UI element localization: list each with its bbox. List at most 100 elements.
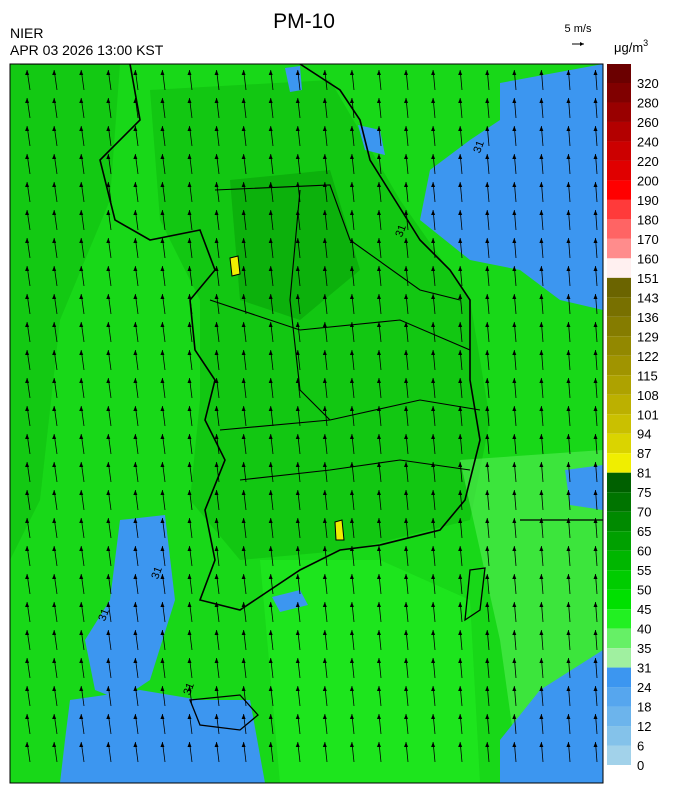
wind-arrow-head (241, 154, 246, 159)
wind-arrow-head (241, 294, 246, 299)
wind-arrow-head (593, 630, 598, 635)
wind-arrow-head (431, 322, 436, 327)
wind-arrow-head (349, 490, 354, 495)
wind-arrow-head (133, 686, 138, 691)
wind-arrow-head (404, 70, 409, 75)
wind-arrow-head (160, 378, 165, 383)
wind-arrow-head (25, 70, 30, 75)
wind-arrow-head (106, 126, 111, 131)
wind-arrow-head (106, 350, 111, 355)
colorbar-label: 40 (637, 622, 651, 637)
wind-arrow-head (241, 686, 246, 691)
wind-arrow-head (52, 490, 57, 495)
wind-arrow-head (458, 378, 463, 383)
wind-arrow-head (241, 182, 246, 187)
wind-arrow-head (214, 490, 219, 495)
wind-arrow-head (133, 658, 138, 663)
colorbar-label: 6 (637, 739, 644, 754)
wind-arrow-head (566, 322, 571, 327)
wind-arrow-head (539, 686, 544, 691)
wind-arrow-head (404, 98, 409, 103)
wind-arrow-head (295, 266, 300, 271)
wind-arrow-head (404, 378, 409, 383)
wind-arrow-head (512, 350, 517, 355)
wind-arrow-head (376, 714, 381, 719)
wind-scale-label: 5 m/s (565, 23, 592, 35)
colorbar-swatch (607, 258, 631, 278)
wind-arrow-head (214, 434, 219, 439)
wind-arrow-head (52, 546, 57, 551)
wind-arrow-head (376, 602, 381, 607)
wind-arrow-head (485, 126, 490, 131)
wind-arrow-head (79, 742, 84, 747)
wind-arrow-head (79, 714, 84, 719)
wind-arrow-head (106, 322, 111, 327)
wind-arrow-head (458, 686, 463, 691)
wind-arrow-head (295, 154, 300, 159)
wind-arrow-head (512, 182, 517, 187)
wind-arrow-head (160, 322, 165, 327)
unit-sup: 3 (643, 38, 648, 48)
wind-arrow-head (404, 406, 409, 411)
wind-arrow-head (241, 602, 246, 607)
wind-arrow-head (25, 658, 30, 663)
wind-arrow-head (295, 602, 300, 607)
wind-arrow-head (512, 70, 517, 75)
datetime: APR 03 2026 13:00 KST (10, 42, 164, 58)
agency: NIER (10, 25, 43, 41)
sea-pm-low (358, 125, 385, 155)
colorbar-swatch (607, 336, 631, 356)
wind-arrow-head (187, 742, 192, 747)
wind-arrow-head (241, 546, 246, 551)
wind-arrow-head (133, 322, 138, 327)
wind-arrow-head (349, 406, 354, 411)
wind-arrow-head (295, 378, 300, 383)
wind-arrow-head (566, 658, 571, 663)
wind-arrow-head (458, 210, 463, 215)
wind-arrow-head (25, 714, 30, 719)
wind-arrow-head (106, 182, 111, 187)
colorbar-label: 60 (637, 544, 651, 559)
colorbar-swatch (607, 121, 631, 142)
wind-arrow-head (322, 574, 327, 579)
wind-arrow-head (404, 126, 409, 131)
wind-arrow-head (539, 602, 544, 607)
wind-arrow-head (106, 686, 111, 691)
wind-arrow-head (79, 266, 84, 271)
wind-arrow-head (431, 350, 436, 355)
wind-arrow-head (539, 406, 544, 411)
wind-arrow-head (241, 266, 246, 271)
wind-arrow-head (322, 294, 327, 299)
wind-arrow-head (376, 518, 381, 523)
wind-arrow-head (376, 462, 381, 467)
wind-arrow-head (404, 322, 409, 327)
wind-arrow-head (376, 434, 381, 439)
colorbar-swatch (607, 277, 631, 298)
wind-arrow-head (268, 406, 273, 411)
wind-arrow-head (52, 518, 57, 523)
wind-arrow-head (214, 518, 219, 523)
wind-arrow-head (106, 490, 111, 495)
wind-arrow-head (404, 182, 409, 187)
wind-arrow-head (566, 154, 571, 159)
colorbar: 3202802602402202001901801701601511431361… (607, 64, 659, 773)
wind-arrow-head (349, 210, 354, 215)
wind-arrow-head (512, 210, 517, 215)
wind-arrow-head (593, 434, 598, 439)
wind-arrow-head (404, 686, 409, 691)
wind-arrow-head (133, 126, 138, 131)
wind-arrow-head (214, 658, 219, 663)
colorbar-swatch (607, 64, 631, 83)
wind-arrow-head (431, 574, 436, 579)
colorbar-swatch (607, 141, 631, 161)
wind-arrow-head (295, 350, 300, 355)
wind-arrow-head (349, 686, 354, 691)
wind-arrow-head (593, 154, 598, 159)
colorbar-label: 136 (637, 310, 659, 325)
wind-arrow-head (431, 98, 436, 103)
wind-arrow-head (485, 630, 490, 635)
wind-arrow-head (106, 98, 111, 103)
wind-arrow-head (268, 742, 273, 747)
wind-arrow-head (187, 98, 192, 103)
